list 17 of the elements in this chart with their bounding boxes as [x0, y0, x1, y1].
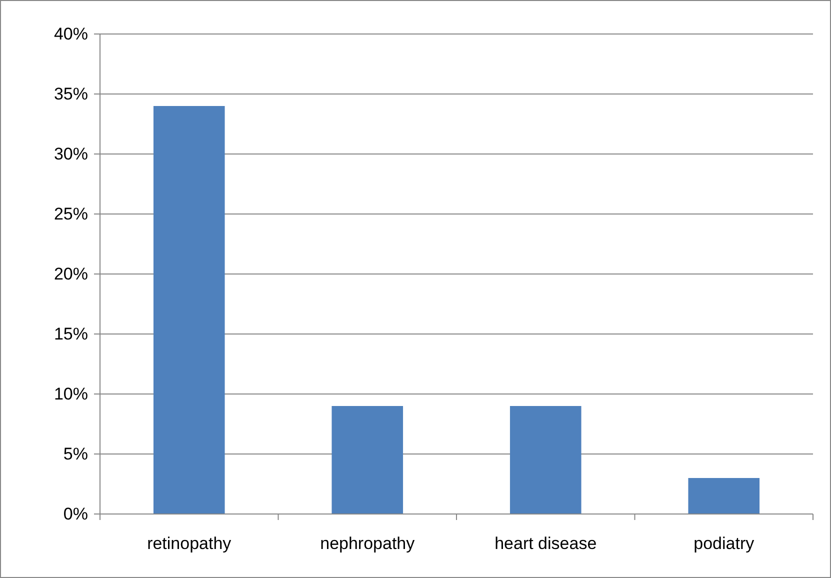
y-tick-label: 10% [54, 384, 88, 404]
y-tick-label: 35% [54, 84, 88, 104]
x-tick-label: retinopathy [147, 534, 232, 553]
bar [153, 106, 225, 514]
y-tick-label: 15% [54, 324, 88, 344]
bar [688, 478, 760, 514]
y-tick-label: 20% [54, 264, 88, 284]
y-tick-label: 30% [54, 144, 88, 164]
y-tick-label: 40% [54, 24, 88, 44]
y-tick-label: 0% [63, 504, 88, 524]
y-tick-label: 25% [54, 204, 88, 224]
bar [510, 406, 582, 514]
x-tick-label: heart disease [494, 534, 597, 553]
y-tick-label: 5% [63, 444, 88, 464]
x-tick-label: podiatry [694, 534, 755, 553]
x-tick-label: nephropathy [320, 534, 416, 553]
bar [332, 406, 404, 514]
